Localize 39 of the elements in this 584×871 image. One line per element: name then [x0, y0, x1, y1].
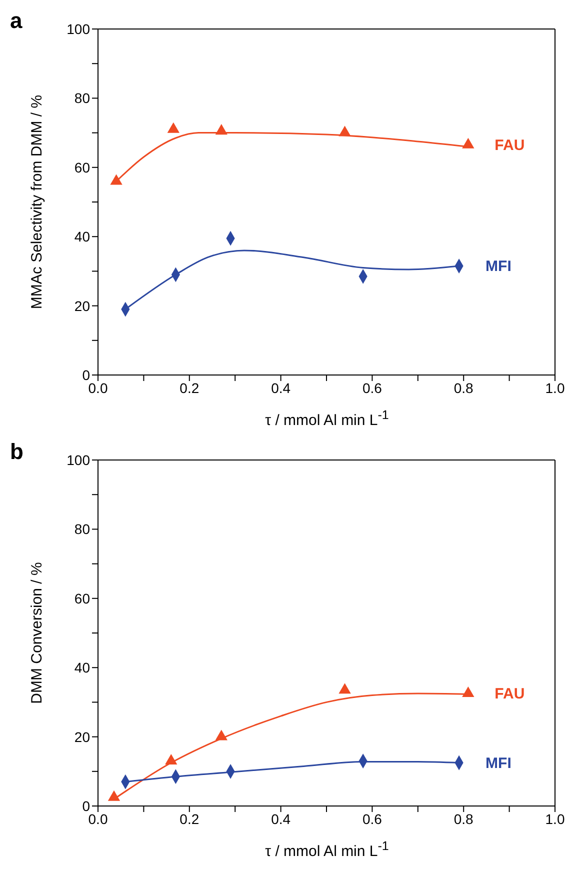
x-tick-label: 0.8: [454, 380, 474, 396]
y-tick-label: 100: [66, 452, 90, 468]
x-tick-label: 0.8: [454, 810, 474, 827]
y-tick-label: 0: [82, 798, 90, 814]
y-tick-label: 80: [74, 521, 90, 538]
y-tick-label: 0: [82, 366, 90, 383]
x-tick-label: 0.6: [362, 810, 382, 827]
y-tick-label: 20: [74, 298, 90, 314]
series-label: MFI: [486, 754, 512, 772]
chart-title: a: [10, 8, 22, 34]
x-tick-label: 0.0: [88, 810, 108, 827]
x-tick-label: 0.4: [271, 810, 291, 827]
point: [110, 174, 122, 185]
y-axis-title: DMM Conversion / %: [28, 562, 46, 704]
point: [215, 124, 228, 135]
x-tick-label: 0.2: [180, 810, 200, 827]
y-tick-label: 100: [66, 20, 90, 37]
y-tick-label: 40: [74, 660, 90, 676]
y-tick-label: 60: [74, 590, 90, 606]
series-label: FAU: [494, 686, 525, 703]
x-tick-label: 0.2: [180, 380, 200, 396]
x-tick-label: 1.0: [545, 380, 565, 396]
chart-title: b: [10, 439, 24, 465]
y-tick-label: 20: [74, 728, 90, 745]
point: [338, 126, 351, 136]
point: [462, 138, 474, 148]
x-tick-label: 0.0: [88, 380, 108, 396]
y-tick-label: 60: [74, 159, 90, 176]
y-tick-label: 40: [74, 228, 90, 245]
x-axis-title: τ / mmol Al min L$^{-1}$: [264, 839, 390, 860]
series-label: FAU: [494, 136, 525, 154]
y-axis-title: MMAc Selectivity from DMM / %: [28, 94, 46, 310]
y-tick-label: 80: [74, 90, 90, 106]
x-tick-label: 0.6: [362, 380, 382, 396]
x-tick-label: 1.0: [545, 810, 565, 827]
x-tick-label: 0.4: [271, 380, 291, 396]
x-axis-title: τ / mmol Al min L$^{-1}$: [264, 408, 390, 429]
series-label: MFI: [486, 258, 512, 276]
point: [167, 122, 180, 133]
